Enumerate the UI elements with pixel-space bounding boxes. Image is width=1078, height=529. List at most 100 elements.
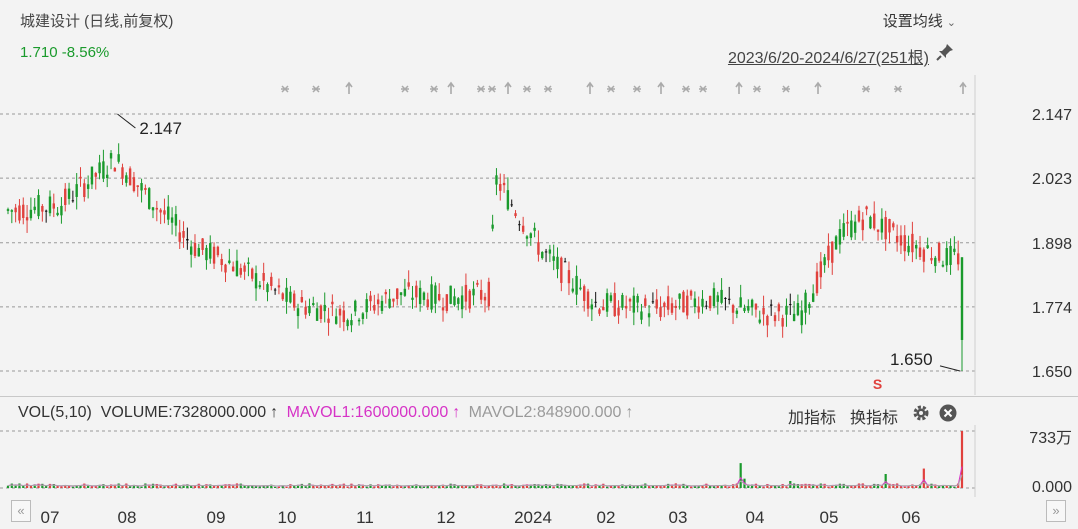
volume-bar [186, 484, 189, 488]
scroll-left-button[interactable]: « [11, 500, 31, 522]
volume-bar [335, 485, 338, 488]
volume-bar [193, 485, 197, 488]
close-icon[interactable] [939, 404, 957, 422]
volume-chart[interactable]: 733万 0.000 [0, 425, 1078, 497]
volume-bar [441, 484, 445, 488]
volume-bar [770, 485, 773, 488]
volume-bar [296, 484, 300, 488]
candle-body [189, 246, 193, 255]
volume-bar [938, 486, 941, 488]
candle-body [79, 176, 82, 179]
volume-bar [678, 484, 681, 488]
candle-body [334, 316, 338, 324]
event-star-marker[interactable] [477, 85, 485, 93]
volume-bar [567, 485, 571, 488]
volume-bar [899, 486, 903, 488]
candle-body [426, 299, 429, 307]
event-star-marker[interactable] [862, 85, 870, 93]
candle-body [537, 242, 540, 255]
candle-body [369, 295, 372, 302]
moving-average-settings-button[interactable]: 设置均线 ⌄ [883, 10, 956, 31]
candle-body [396, 288, 399, 299]
volume-bar [285, 486, 288, 488]
event-arrow-marker[interactable] [586, 81, 594, 94]
event-arrow-marker[interactable] [345, 81, 353, 94]
volume-bar [403, 486, 406, 488]
candle-body [865, 206, 868, 210]
volume-tick-label: 733万 [1029, 430, 1072, 447]
event-star-marker[interactable] [523, 85, 531, 93]
volume-bar [144, 483, 147, 488]
candle-body [796, 303, 800, 316]
add-indicator-button[interactable]: 加指标 [788, 410, 837, 427]
volume-bar [598, 485, 601, 488]
volume-bar [544, 484, 548, 488]
event-star-marker[interactable] [894, 85, 902, 93]
candle-body [716, 295, 719, 302]
date-range-link[interactable]: 2023/6/20-2024/6/27(251根) [727, 50, 929, 67]
candle-body [663, 302, 666, 308]
event-star-marker[interactable] [633, 85, 641, 93]
candle-body [579, 287, 582, 290]
volume-bar [785, 486, 788, 488]
volume-bar [438, 485, 441, 488]
volume-bar [739, 463, 742, 488]
candle-body [792, 313, 796, 322]
event-star-marker[interactable] [430, 85, 438, 93]
x-tick-label: 06 [901, 508, 921, 527]
volume-bar [472, 485, 475, 488]
mavol1-value: MAVOL1:1600000.000 [286, 404, 449, 421]
candle-body [121, 167, 124, 179]
event-star-marker[interactable] [753, 85, 761, 93]
pin-icon[interactable] [935, 42, 955, 62]
volume-bar [426, 485, 429, 488]
candle-body [750, 299, 754, 308]
event-arrow-marker[interactable] [447, 81, 455, 94]
candle-body [41, 206, 44, 212]
event-star-marker[interactable] [544, 85, 552, 93]
event-star-marker[interactable] [312, 85, 320, 93]
volume-bar [407, 485, 410, 488]
event-star-marker[interactable] [401, 85, 409, 93]
event-star-marker[interactable] [607, 85, 615, 93]
gear-icon[interactable] [912, 404, 930, 422]
candle-body [235, 260, 239, 277]
volume-bar [197, 483, 200, 488]
candle-body [441, 307, 445, 311]
up-arrow-icon: ↑ [270, 404, 279, 421]
candle-body [666, 296, 670, 310]
candle-body [628, 298, 632, 302]
candle-body [338, 308, 342, 316]
volume-bar [502, 483, 506, 488]
volume-bar [842, 483, 845, 488]
candle-body [491, 224, 494, 229]
volume-indicator-label: VOL(5,10) [18, 404, 92, 421]
candle-body [636, 296, 639, 303]
candle-body [52, 203, 55, 209]
candle-body [464, 284, 468, 302]
volume-bar [140, 486, 143, 488]
event-star-marker[interactable] [699, 85, 707, 93]
event-arrow-marker[interactable] [814, 81, 822, 94]
volume-bar [869, 485, 872, 488]
event-arrow-marker[interactable] [657, 81, 665, 94]
event-arrow-marker[interactable] [735, 81, 743, 94]
event-star-marker[interactable] [682, 85, 690, 93]
candlestick-chart[interactable]: 2.147 2.023 1.898 1.774 1.650 2.147 1.650 S [0, 75, 1078, 395]
candle-body [476, 282, 479, 285]
candle-body [731, 305, 735, 313]
candle-body [403, 288, 407, 296]
volume-bar [87, 484, 90, 488]
event-star-marker[interactable] [782, 85, 790, 93]
event-star-marker[interactable] [488, 85, 496, 93]
scroll-right-button[interactable]: » [1046, 500, 1066, 522]
candle-body [842, 223, 845, 237]
candle-body [487, 281, 491, 307]
event-arrow-marker[interactable] [959, 81, 967, 94]
candle-body [754, 303, 758, 310]
event-star-marker[interactable] [281, 85, 289, 93]
candle-body [903, 235, 906, 252]
switch-indicator-button[interactable]: 换指标 [850, 410, 899, 427]
candle-body [571, 288, 574, 292]
event-arrow-marker[interactable] [504, 81, 512, 94]
